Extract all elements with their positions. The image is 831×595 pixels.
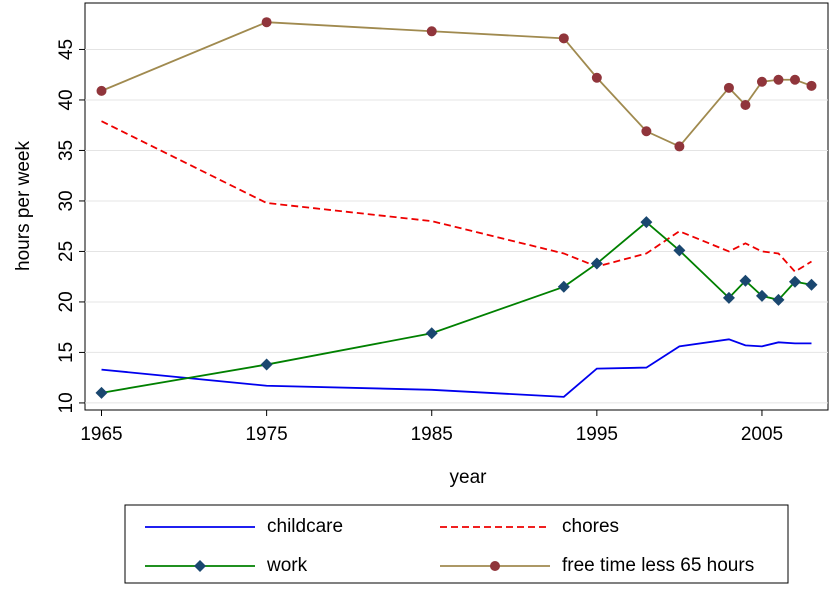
data-point xyxy=(723,82,734,93)
legend-label: childcare xyxy=(267,516,343,537)
data-point xyxy=(558,33,569,44)
data-point xyxy=(261,17,272,28)
legend-marker xyxy=(194,560,206,572)
legend xyxy=(124,504,789,584)
y-tick-label: 20 xyxy=(56,291,77,312)
data-point xyxy=(773,74,784,85)
data-point xyxy=(260,358,273,371)
legend-label: free time less 65 hours xyxy=(562,555,754,576)
x-tick-label: 1985 xyxy=(411,424,453,445)
y-tick-label: 10 xyxy=(56,392,77,413)
data-point xyxy=(557,280,570,293)
x-axis-label: year xyxy=(450,467,488,488)
data-point xyxy=(722,291,735,304)
data-point xyxy=(591,72,602,83)
data-point xyxy=(739,274,752,287)
x-tick-label: 2005 xyxy=(741,424,783,445)
y-tick-label: 30 xyxy=(56,190,77,211)
y-axis-label: hours per week xyxy=(13,141,34,271)
y-tick-label: 40 xyxy=(56,89,77,110)
x-tick-label: 1975 xyxy=(245,424,287,445)
data-point xyxy=(674,141,685,152)
data-point xyxy=(426,26,437,37)
data-point xyxy=(95,386,108,399)
y-tick-label: 35 xyxy=(56,140,77,161)
legend-marker xyxy=(490,561,500,571)
data-point xyxy=(425,327,438,340)
series-line xyxy=(101,120,812,273)
data-point xyxy=(772,293,785,306)
data-point xyxy=(641,126,652,137)
x-tick-label: 1965 xyxy=(80,424,122,445)
data-point xyxy=(755,289,768,302)
y-tick-label: 45 xyxy=(56,39,77,60)
data-point xyxy=(789,74,800,85)
data-point xyxy=(590,257,603,270)
y-tick-label: 25 xyxy=(56,241,77,262)
data-point xyxy=(756,76,767,87)
data-point xyxy=(96,85,107,96)
y-tick-label: 15 xyxy=(56,342,77,363)
x-tick-label: 1995 xyxy=(576,424,618,445)
legend-label: work xyxy=(266,555,308,576)
series-line xyxy=(101,338,812,398)
data-point xyxy=(740,100,751,111)
data-point xyxy=(805,278,818,291)
data-point xyxy=(806,80,817,91)
plot-area xyxy=(84,2,829,411)
data-point xyxy=(640,216,653,229)
data-point xyxy=(788,275,801,288)
legend-label: chores xyxy=(562,516,619,537)
data-point xyxy=(673,244,686,257)
